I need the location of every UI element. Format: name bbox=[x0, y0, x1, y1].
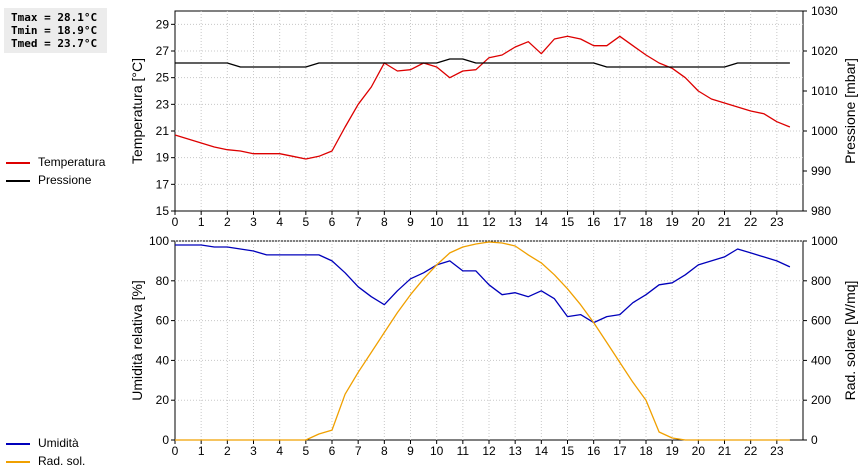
x-tick-label: 1 bbox=[198, 215, 205, 229]
x-tick-label: 4 bbox=[276, 444, 283, 458]
legend-label: Pressione bbox=[38, 173, 92, 187]
y-axis-label-right: Pressione [mbar] bbox=[842, 58, 858, 164]
x-tick-label: 16 bbox=[587, 215, 601, 229]
tmed-text: Tmed = 23.7°C bbox=[11, 37, 98, 50]
charts-svg: 0 1 2 3 4 5 6 7 8 9 10 11 12 13 14 15 16 17 18 19 20 21 22 2315… bbox=[129, 4, 858, 458]
y-tick-label-left: 21 bbox=[156, 124, 170, 138]
y-tick-label-left: 40 bbox=[156, 353, 170, 367]
x-tick-label: 18 bbox=[639, 215, 653, 229]
x-tick-label: 5 bbox=[302, 444, 309, 458]
y-tick-label-left: 15 bbox=[156, 204, 170, 218]
x-tick-label: 23 bbox=[770, 444, 784, 458]
y-tick-label-right: 1010 bbox=[811, 84, 838, 98]
series-line-temperatura bbox=[174, 35, 791, 160]
x-tick-label: 21 bbox=[718, 215, 732, 229]
legend-label: Umidità bbox=[38, 436, 79, 450]
x-tick-label: 5 bbox=[302, 215, 309, 229]
y-tick-label-right: 1000 bbox=[811, 124, 838, 138]
legend-swatch bbox=[6, 180, 30, 182]
x-tick-label: 17 bbox=[613, 444, 627, 458]
legend-swatch bbox=[6, 461, 30, 463]
x-tick-label: 2 bbox=[224, 215, 231, 229]
series-line-rad-sol- bbox=[175, 241, 790, 441]
tmin-text: Tmin = 18.9°C bbox=[11, 24, 98, 37]
chart-panel-1 bbox=[171, 10, 807, 215]
x-tick-label: 22 bbox=[744, 444, 758, 458]
y-tick-label-left: 100 bbox=[149, 234, 169, 248]
x-tick-label: 11 bbox=[457, 215, 470, 229]
x-tick-label: 11 bbox=[457, 444, 470, 458]
x-tick-label: 8 bbox=[381, 215, 388, 229]
chart-panel-2 bbox=[171, 240, 807, 444]
y-tick-label-left: 80 bbox=[156, 274, 170, 288]
x-tick-label: 6 bbox=[329, 215, 336, 229]
y-tick-label-right: 990 bbox=[811, 164, 831, 178]
x-tick-label: 3 bbox=[250, 215, 257, 229]
y-axis-label-left: Temperatura [°C] bbox=[129, 58, 145, 164]
y-tick-label-left: 20 bbox=[156, 393, 170, 407]
x-tick-label: 17 bbox=[613, 215, 627, 229]
x-tick-label: 19 bbox=[665, 215, 679, 229]
series-line-umidit- bbox=[175, 244, 791, 324]
y-tick-label-left: 25 bbox=[156, 71, 170, 85]
tmax-text: Tmax = 28.1°C bbox=[11, 11, 98, 24]
y-axis-label-left: Umidità relativa [%] bbox=[129, 280, 145, 401]
x-tick-label: 0 bbox=[172, 215, 179, 229]
x-tick-label: 13 bbox=[508, 215, 522, 229]
x-tick-label: 10 bbox=[430, 444, 444, 458]
x-tick-label: 4 bbox=[276, 215, 283, 229]
x-tick-label: 6 bbox=[329, 444, 336, 458]
y-tick-label-right: 1000 bbox=[811, 234, 838, 248]
y-tick-label-right: 200 bbox=[811, 393, 831, 407]
y-axis-label-right: Rad. solare [W/mq] bbox=[842, 281, 858, 401]
x-tick-label: 22 bbox=[744, 215, 758, 229]
y-tick-label-left: 27 bbox=[156, 44, 170, 58]
x-tick-label: 20 bbox=[692, 444, 706, 458]
legend-label: Temperatura bbox=[38, 155, 106, 169]
y-tick-label-right: 1030 bbox=[811, 4, 838, 18]
x-tick-label: 15 bbox=[561, 215, 575, 229]
stats-box: Tmax = 28.1°C Tmin = 18.9°C Tmed = 23.7°… bbox=[4, 8, 107, 53]
y-tick-label-right: 800 bbox=[811, 274, 831, 288]
legend-swatch bbox=[6, 443, 30, 445]
x-tick-label: 19 bbox=[665, 444, 679, 458]
x-tick-label: 9 bbox=[407, 444, 414, 458]
y-tick-label-right: 980 bbox=[811, 204, 831, 218]
x-tick-label: 1 bbox=[198, 444, 205, 458]
x-tick-label: 0 bbox=[172, 444, 179, 458]
x-tick-label: 18 bbox=[639, 444, 653, 458]
y-tick-label-left: 0 bbox=[162, 433, 169, 447]
x-tick-label: 13 bbox=[508, 444, 522, 458]
x-tick-label: 10 bbox=[430, 215, 444, 229]
x-tick-label: 15 bbox=[561, 444, 575, 458]
y-tick-label-left: 60 bbox=[156, 314, 170, 328]
x-tick-label: 12 bbox=[482, 444, 496, 458]
y-tick-label-right: 0 bbox=[811, 433, 818, 447]
x-tick-label: 12 bbox=[482, 215, 496, 229]
x-tick-label: 23 bbox=[770, 215, 784, 229]
x-tick-label: 20 bbox=[692, 215, 706, 229]
x-tick-label: 21 bbox=[718, 444, 732, 458]
y-tick-label-left: 19 bbox=[156, 151, 170, 165]
x-tick-label: 2 bbox=[224, 444, 231, 458]
y-tick-label-left: 17 bbox=[156, 177, 170, 191]
x-tick-label: 8 bbox=[381, 444, 388, 458]
x-tick-label: 14 bbox=[535, 444, 549, 458]
y-tick-label-right: 600 bbox=[811, 314, 831, 328]
y-tick-label-right: 400 bbox=[811, 353, 831, 367]
x-tick-label: 9 bbox=[407, 215, 414, 229]
x-tick-label: 7 bbox=[355, 215, 362, 229]
legend-swatch bbox=[6, 162, 30, 164]
y-tick-label-right: 1020 bbox=[811, 44, 838, 58]
x-tick-label: 14 bbox=[535, 215, 549, 229]
series-line-pressione bbox=[175, 58, 790, 68]
x-tick-label: 3 bbox=[250, 444, 257, 458]
y-tick-label-left: 23 bbox=[156, 97, 170, 111]
y-tick-label-left: 29 bbox=[156, 17, 170, 31]
x-tick-label: 16 bbox=[587, 444, 601, 458]
x-tick-label: 7 bbox=[355, 444, 362, 458]
